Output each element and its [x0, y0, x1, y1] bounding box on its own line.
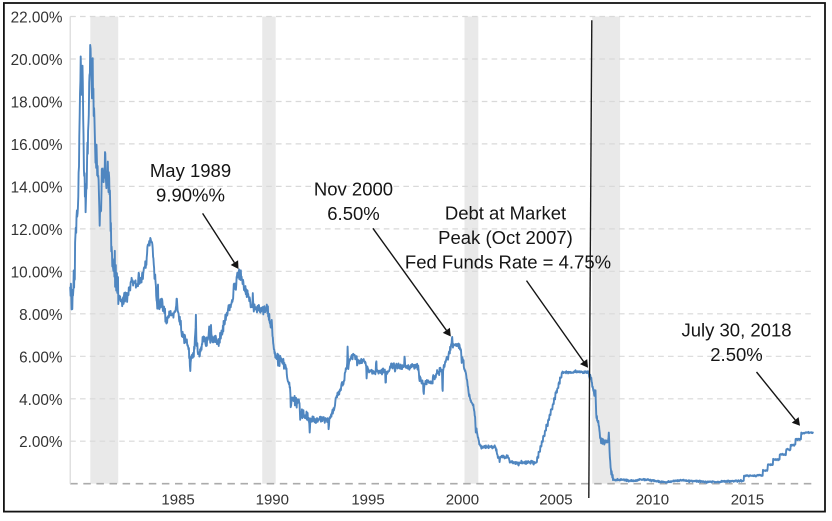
svg-text:20.00%: 20.00% — [11, 52, 63, 69]
svg-text:2000: 2000 — [446, 492, 479, 509]
svg-text:18.00%: 18.00% — [11, 95, 63, 112]
svg-text:2005: 2005 — [539, 492, 572, 509]
svg-text:6.00%: 6.00% — [19, 349, 63, 366]
svg-text:1990: 1990 — [256, 492, 289, 509]
svg-text:2010: 2010 — [636, 492, 669, 509]
svg-text:1985: 1985 — [161, 492, 194, 509]
svg-text:8.00%: 8.00% — [19, 307, 63, 324]
svg-text:14.00%: 14.00% — [11, 179, 63, 196]
svg-text:10.00%: 10.00% — [11, 264, 63, 281]
svg-text:2.00%: 2.00% — [19, 434, 63, 451]
svg-text:1995: 1995 — [351, 492, 384, 509]
svg-text:16.00%: 16.00% — [11, 137, 63, 154]
svg-text:12.00%: 12.00% — [11, 222, 63, 239]
svg-text:4.00%: 4.00% — [19, 392, 63, 409]
svg-text:2015: 2015 — [731, 492, 764, 509]
svg-text:22.00%: 22.00% — [11, 10, 63, 27]
